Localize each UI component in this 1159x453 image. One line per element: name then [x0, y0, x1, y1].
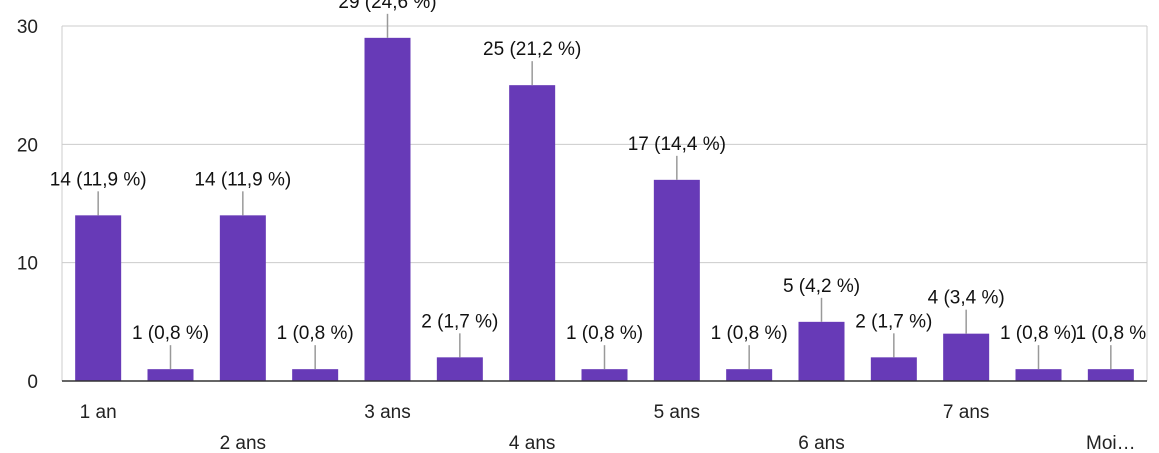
x-tick-label: 6 ans [798, 433, 844, 453]
x-tick-label: 1 an [80, 402, 117, 423]
x-tick-label: 2 ans [220, 433, 266, 453]
y-tick-label: 10 [17, 254, 38, 275]
data-label: 17 (14,4 %) [628, 134, 726, 155]
data-label: 1 (0,8 %) [711, 323, 788, 344]
x-axis-tick-labels: 1 an 2 ans 3 ans 4 ans 5 ans 6 ans 7 ans Moi… [80, 402, 1136, 453]
data-label: 1 (0,8 %) [566, 323, 643, 344]
data-label: 14 (11,9 %) [50, 169, 147, 190]
data-label: 1 (0,8 %) [132, 323, 209, 344]
bar [509, 85, 556, 382]
bar [147, 369, 194, 381]
y-tick-label: 20 [17, 135, 38, 156]
bar [870, 357, 917, 381]
bar [436, 357, 483, 381]
x-tick-label: 7 ans [943, 402, 989, 423]
y-tick-label: 0 [27, 372, 38, 393]
bar [292, 369, 339, 381]
data-label: 25 (21,2 %) [483, 39, 581, 60]
data-label: 14 (11,9 %) [194, 169, 291, 190]
bar [726, 369, 773, 381]
y-axis-tick-labels: 0 10 20 30 [17, 17, 38, 393]
bar [364, 37, 411, 381]
data-label: 1 (0,8 %) [277, 323, 354, 344]
x-tick-label: 3 ans [364, 402, 410, 423]
bar [653, 179, 700, 381]
bar [219, 215, 266, 381]
label-leader-lines [97, 13, 1112, 370]
bars [75, 37, 1134, 382]
data-label: 2 (1,7 %) [421, 311, 498, 332]
data-label: 29 (24,6 %) [338, 0, 436, 13]
x-tick-label: 4 ans [509, 433, 555, 453]
data-label: 1 (0,8 % [1075, 323, 1146, 344]
x-tick-label: Moi… [1086, 433, 1136, 453]
data-label: 5 (4,2 %) [783, 276, 860, 297]
data-label: 1 (0,8 %) [1000, 323, 1077, 344]
bar [943, 333, 990, 381]
y-tick-label: 30 [17, 17, 38, 38]
bar [798, 321, 845, 381]
bar [75, 215, 122, 381]
bar [581, 369, 628, 381]
data-labels: 14 (11,9 %) 1 (0,8 %) 14 (11,9 %) 1 (0,8 %)… [50, 0, 1147, 344]
bar [1087, 369, 1134, 381]
data-label: 4 (3,4 %) [928, 288, 1005, 309]
bar [1015, 369, 1062, 381]
data-label: 2 (1,7 %) [855, 311, 932, 332]
x-tick-label: 5 ans [654, 402, 700, 423]
